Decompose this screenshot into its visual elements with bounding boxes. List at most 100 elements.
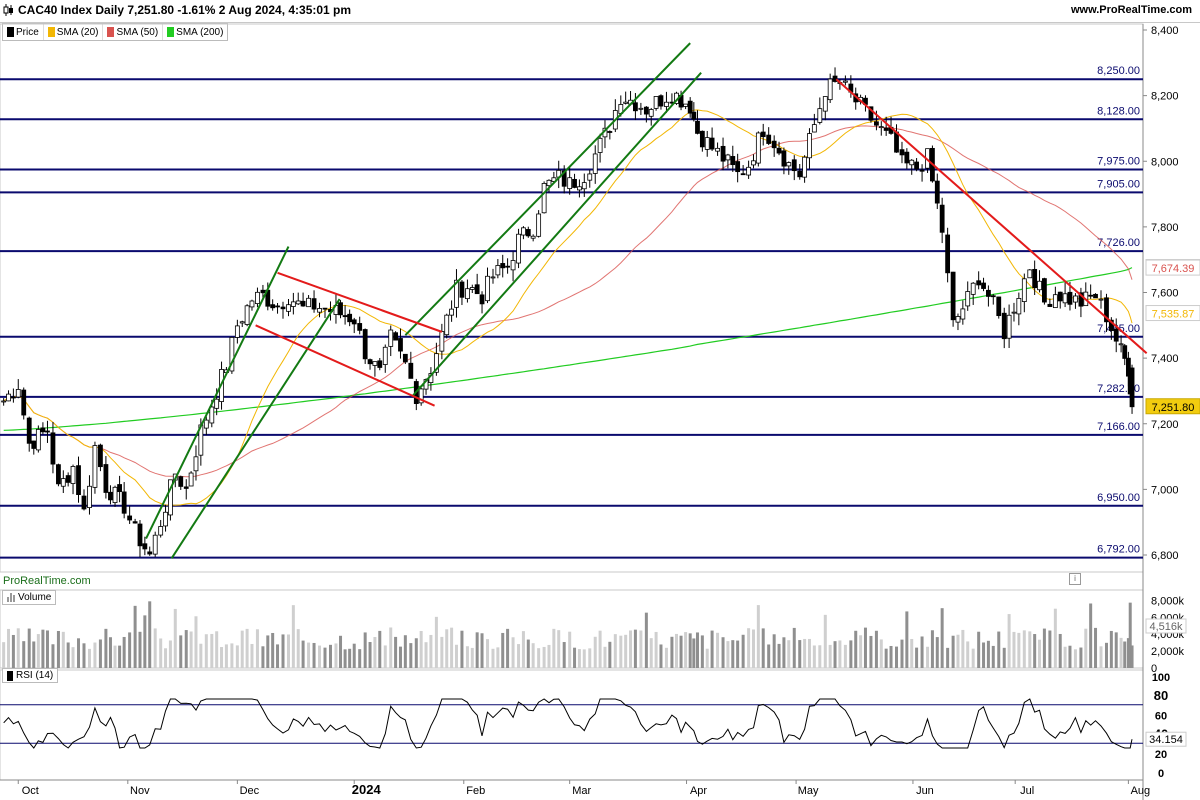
candle-body [92,445,98,488]
legend-item-price[interactable]: Price [3,24,44,40]
candle-body [633,102,638,112]
candle-body [76,465,81,495]
volume-bar [414,638,418,668]
candle-body [6,393,11,402]
volume-bar [122,636,126,668]
candle-body [572,178,577,188]
volume-bar [1109,630,1113,668]
rsi-line [3,698,1133,749]
volume-bar [798,640,802,668]
candle-body [1016,298,1022,315]
volume-bar [751,629,755,668]
candle-body [607,131,613,133]
legend-item-sma-20[interactable]: SMA (20) [44,24,104,40]
candle-body [137,523,143,547]
green-channel-lower-2 [411,71,702,397]
volume-bar [1068,645,1072,668]
x-tick-label: Mar [572,785,591,797]
candle-body [152,534,158,555]
volume-bar [926,646,930,668]
volume-bar [1017,632,1021,668]
price-y-tick-label: 6,800 [1151,550,1179,562]
candle-body [1113,328,1119,342]
volume-bar [573,647,577,668]
candle-body [1098,298,1104,301]
candle-body [868,106,874,121]
volume-bar [1063,646,1067,668]
candle-body [45,430,50,433]
price-y-tick-label: 7,200 [1151,419,1179,431]
volume-bar [358,649,362,668]
candle-body [362,329,368,360]
volume-panel-label: Volume [2,590,57,605]
candle-body [280,306,286,310]
candle-body [1,400,7,403]
volume-bar [828,644,832,668]
candle-body [300,300,306,307]
volume-bar [731,640,735,668]
volume-bar [194,616,198,668]
legend-item-sma-50[interactable]: SMA (50) [103,24,164,40]
candle-body [1001,312,1007,340]
volume-bar [168,640,172,668]
volume-bar [946,647,950,668]
volume-bar [930,630,934,668]
candle-body [1027,269,1033,279]
volume-bar [460,630,464,668]
volume-bar [710,630,714,668]
candle-body [638,107,644,110]
volume-bar [250,643,254,668]
candle-body [10,396,16,399]
volume-bar [659,644,663,668]
volume-bar [434,616,438,668]
volume-bar [1104,642,1108,668]
candle-body [797,170,803,178]
volume-bar [339,635,343,668]
legend-label: Price [16,26,39,38]
volume-bar [118,645,122,668]
candle-body [35,429,41,451]
rsi-panel-frame [0,669,1144,781]
candle-body [234,325,240,338]
candle-body [393,332,399,341]
volume-bar [531,643,535,668]
volume-bar [716,632,720,668]
volume-bar [440,636,444,668]
rsi-y-tick-label: 80 [1154,688,1168,703]
volume-bar [486,639,490,668]
candle-body [117,484,122,493]
candle-body [239,321,245,324]
candle-body [163,511,168,527]
candle-body [31,440,37,449]
volume-bar [159,638,163,668]
legend-label: SMA (20) [56,26,99,38]
legend-item-sma-200[interactable]: SMA (200) [163,24,227,40]
volume-bar [378,630,382,668]
volume-bar [235,645,239,668]
volume-bar [1099,646,1103,668]
candle-body [730,156,736,166]
volume-bar [22,641,26,668]
volume-bar [220,647,224,668]
volume-bar [368,642,372,668]
volume-bar [1012,631,1016,668]
candle-body [388,329,394,347]
candle-body [1078,292,1084,307]
x-tick-label: Nov [130,785,150,797]
volume-bar [854,630,858,668]
info-icon[interactable]: i [1069,573,1081,585]
volume-bar [153,628,157,668]
volume-bar [373,636,377,668]
candle-body [587,173,593,181]
volume-bar [328,644,332,668]
price-y-tick-label: 7,400 [1151,353,1179,365]
candle-body [934,180,940,204]
candle-body [567,177,573,189]
candle-body [1088,294,1094,297]
volume-bar [261,646,265,668]
volume-bar [619,635,623,668]
candle-body [81,495,87,510]
candle-body [683,103,689,107]
volume-bar [624,634,628,668]
candle-body [270,304,276,309]
